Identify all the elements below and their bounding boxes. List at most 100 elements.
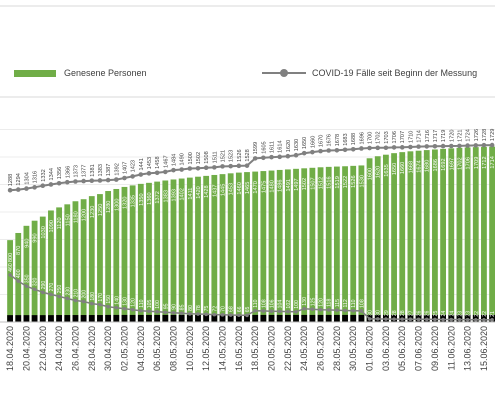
- x-tick-label: 22.04.2020: [38, 326, 48, 371]
- data-label-recovered: 1692: [441, 158, 447, 170]
- data-label-recovered: 1702: [457, 157, 463, 169]
- data-label-total: 1726: [474, 129, 480, 141]
- data-label-active: 30: [376, 310, 382, 316]
- bar-recovered: [7, 240, 13, 322]
- data-label-recovered: 1706: [466, 157, 472, 169]
- point-total: [40, 183, 46, 189]
- point-active: [473, 317, 478, 322]
- data-label-recovered: 1230: [90, 206, 96, 218]
- bar-recovered: [284, 169, 291, 322]
- point-active: [114, 305, 119, 310]
- data-label-total: 1650: [302, 137, 308, 149]
- bar-deaths: [235, 314, 242, 322]
- x-tick-label: 26.04.2020: [70, 326, 80, 371]
- point-active: [57, 294, 61, 299]
- data-label-recovered: 1360: [147, 192, 153, 204]
- point-active: [433, 317, 437, 322]
- bar-recovered: [268, 170, 275, 322]
- data-label-recovered: 1180: [73, 211, 79, 223]
- point-total: [416, 144, 421, 149]
- legend-total-label: COVID-19 Fälle seit Beginn der Messung: [312, 68, 478, 78]
- data-label-recovered: 1712: [482, 156, 488, 168]
- bar-recovered: [162, 180, 169, 322]
- bar-recovered: [342, 166, 348, 322]
- data-label-active: 102: [286, 300, 292, 309]
- x-tick-label: 02.05.2020: [119, 326, 129, 371]
- point-active: [98, 302, 102, 307]
- x-tick-label: 22.05.2020: [283, 326, 293, 371]
- data-label-total: 1304: [24, 172, 30, 184]
- data-label-active: 108: [359, 299, 365, 308]
- data-label-active: 270: [49, 283, 55, 292]
- bar-recovered: [195, 176, 201, 322]
- x-tick-label: 05.06.2020: [397, 326, 407, 371]
- data-label-total: 1717: [433, 130, 439, 142]
- point-total: [236, 163, 242, 169]
- bar-deaths: [203, 314, 210, 322]
- x-tick-label: 01.06.2020: [365, 326, 375, 371]
- bar-recovered: [399, 152, 406, 322]
- bar-deaths: [227, 314, 234, 322]
- bar-recovered: [121, 186, 128, 322]
- data-label-total: 1453: [147, 157, 153, 169]
- bar-deaths: [64, 315, 71, 322]
- bar-recovered: [391, 153, 397, 322]
- point-total: [138, 172, 144, 177]
- bar-recovered: [350, 165, 357, 322]
- data-label-active: 70: [221, 306, 227, 312]
- data-label-recovered: 1465: [245, 182, 251, 194]
- data-label-recovered: 940: [24, 238, 30, 247]
- bar-recovered: [72, 201, 79, 322]
- point-total: [350, 146, 356, 152]
- bar-deaths: [293, 314, 299, 322]
- data-label-active: 78: [196, 305, 202, 311]
- point-total: [15, 187, 21, 192]
- data-label-total: 1720: [449, 130, 455, 142]
- bar-deaths: [276, 314, 283, 322]
- bar-deaths: [80, 315, 87, 322]
- point-total: [203, 165, 209, 170]
- point-total: [171, 167, 176, 173]
- data-label-active: 290: [41, 281, 47, 290]
- data-label-total: 1441: [139, 158, 145, 170]
- bar-deaths: [113, 314, 120, 322]
- point-active: [359, 309, 364, 313]
- data-label-total: 1511: [212, 151, 218, 163]
- bar-recovered: [227, 173, 234, 322]
- bar-recovered: [456, 147, 463, 322]
- data-label-total: 1392: [114, 163, 120, 175]
- point-active: [261, 309, 266, 313]
- data-label-total: 1678: [335, 134, 341, 146]
- point-active: [310, 307, 315, 312]
- x-tick-label: 12.05.2020: [201, 326, 211, 371]
- x-tick-label: 04.05.2020: [136, 326, 146, 371]
- data-label-total: 1407: [122, 162, 128, 174]
- point-total: [269, 154, 274, 160]
- bar-recovered: [358, 165, 365, 322]
- x-tick-label: 03.06.2020: [381, 326, 391, 371]
- legend-recovered-swatch: [14, 69, 56, 77]
- x-tick-label: 06.05.2020: [152, 326, 162, 371]
- bar-recovered: [203, 175, 210, 322]
- point-total: [457, 143, 462, 149]
- data-label-total: 1729: [490, 129, 495, 141]
- x-tick-label: 09.06.2020: [430, 326, 440, 371]
- data-label-active: 26: [425, 310, 431, 316]
- bar-recovered: [481, 146, 487, 322]
- data-label-active: 105: [147, 299, 153, 308]
- bar-recovered: [97, 194, 103, 322]
- data-label-recovered: 1420: [196, 186, 202, 198]
- point-total: [391, 145, 397, 150]
- data-label-recovered: 990: [33, 233, 39, 242]
- bar-deaths: [39, 315, 46, 322]
- point-total: [489, 142, 495, 148]
- bar-recovered: [146, 182, 152, 322]
- data-label-total: 1605: [261, 141, 267, 153]
- bar-recovered: [448, 148, 455, 322]
- data-label-total: 1719: [441, 130, 447, 142]
- data-label-active: 350: [24, 274, 30, 283]
- bar-recovered: [235, 172, 242, 322]
- data-label-recovered: 1350: [139, 193, 145, 205]
- x-tick-label: 20.04.2020: [21, 326, 31, 371]
